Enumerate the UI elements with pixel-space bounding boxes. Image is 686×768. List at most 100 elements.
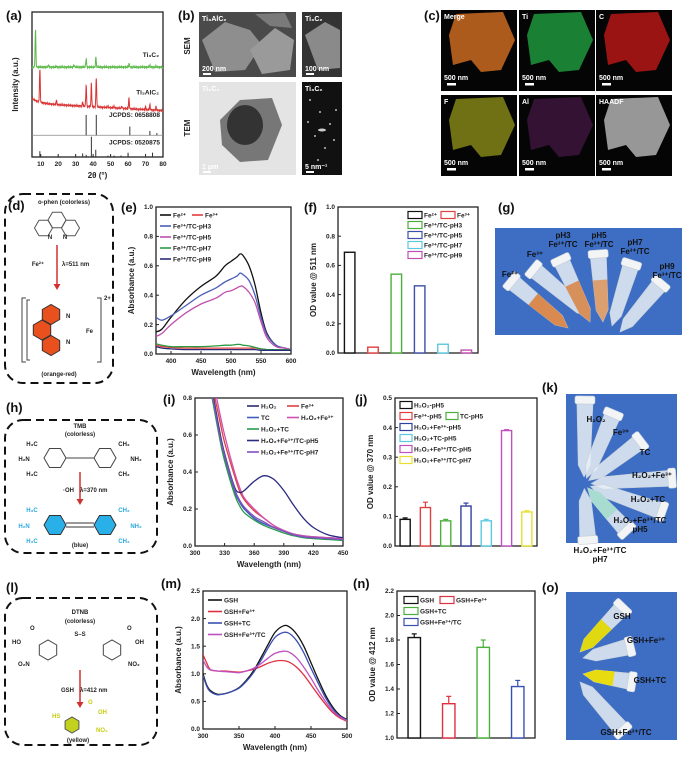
benzene-ring [43, 448, 67, 468]
photo-k [566, 394, 677, 545]
bar [521, 511, 533, 547]
legend-entry: Fe³⁺/TC-pH5 [160, 234, 211, 241]
y-tick-label: 0.4 [383, 425, 392, 432]
benzene-ring [93, 448, 117, 468]
legend-swatch [403, 617, 419, 627]
sample-tube [587, 487, 637, 540]
x-tick-label: 30 [72, 161, 80, 168]
chart-e-absorbance: 0.0 0.2 0.4 0.6 0.8 1.0 400 450 500 550 600 Wavelen… [127, 204, 297, 377]
series-line [203, 624, 347, 721]
scale-bar [306, 171, 314, 173]
tube-label: H₂O₂+TC [630, 495, 666, 504]
legend-entry: Fe³⁺ [440, 210, 471, 220]
substituent-label: HS [52, 714, 60, 720]
eds-label: F [444, 99, 449, 106]
legend-label: Fe³⁺ [301, 403, 315, 410]
tube-label: H₂O₂+Fe³⁺/TC pH7 [573, 546, 627, 564]
tube-label: Fe³⁺ [526, 250, 544, 259]
scheme-border [4, 193, 114, 384]
substituent-label: NO₂ [96, 728, 108, 734]
bar [460, 505, 472, 547]
legend: GSH GSH+Fe³⁺ GSH+TC GSH+Fe³⁺/TC [208, 597, 266, 639]
scale-bar [602, 83, 611, 86]
y-tick-label: 0.3 [383, 454, 392, 461]
legend-label: H₂O₂-pH5 [414, 402, 444, 409]
scale-bar-label: 5 nm⁻¹ [305, 164, 328, 171]
chart-m-absorbance: 0.0 0.5 1.0 1.5 2.0 2.5 300 350 400 450 500 Wavelen… [174, 588, 353, 752]
y-tick-label: 0.8 [183, 395, 192, 402]
micrograph: Ti₃C₂ 5 nm⁻¹ [302, 82, 342, 175]
legend-swatch [407, 210, 423, 220]
tube-label: GSH+TC [633, 676, 667, 685]
y-axis-label: OD value @ 412 nm [368, 627, 377, 702]
y-tick-label: 0.0 [144, 351, 153, 358]
reagent-label: Fe²⁺ [32, 261, 44, 268]
tube-cap [613, 598, 633, 617]
panel-label-g: (g) [498, 200, 515, 215]
y-tick-label: 0.0 [326, 350, 335, 357]
x-tick-label: 500 [226, 358, 237, 365]
panel-label-k: (k) [542, 380, 558, 395]
legend-label: H₂O₂+Fe³⁺/TC-pH5 [414, 446, 472, 453]
tube-label: Fe²⁺ [501, 270, 519, 279]
wavelength-label: λ=370 nm [80, 488, 108, 494]
eds-map-c: C 500 nm [596, 10, 672, 91]
substituent-label: H₂N [18, 524, 29, 530]
reagent-label: GSH [61, 688, 74, 694]
y-tick-label: 0.0 [183, 543, 192, 550]
micrograph-label: Ti₃C₂ [202, 86, 220, 93]
substituent-label: OH [135, 640, 144, 646]
legend-swatch [440, 210, 456, 220]
bracket [21, 297, 102, 363]
bar [500, 429, 513, 547]
y-tick-label: 2.0 [191, 616, 200, 623]
panel-label-m: (m) [161, 576, 181, 591]
scheme-tmb: TMB (colorless) H₃C H₂N H₃C CH₃ NH₂ CH₃ ·OH λ=370… [4, 419, 158, 554]
y-tick-label: 1.0 [326, 204, 335, 211]
legend-swatch [403, 606, 419, 616]
substituent-label: NO₂ [128, 662, 140, 668]
y-axis-label: OD value @ 370 nm [366, 435, 375, 510]
series-line [156, 343, 291, 351]
sample-tube [609, 257, 642, 327]
y-tick-label: 2.2 [385, 588, 394, 595]
legend-entry: H₂O₂+Fe³⁺/TC-pH5 [247, 438, 319, 445]
tube-cap [502, 271, 521, 292]
tube-label: H₂O₂ [586, 415, 606, 424]
panel-label-j: (j) [355, 392, 367, 407]
nitrogen-label: N [66, 340, 70, 346]
y-axis-label: Intensity (a.u.) [11, 57, 20, 112]
x-axis-label: Wavelength (nm) [191, 368, 255, 377]
x-tick-label: 400 [166, 358, 177, 365]
legend-entry: Fe³⁺ [287, 403, 315, 410]
y-tick-label: 0.2 [326, 321, 335, 328]
x-tick-label: 80 [159, 161, 167, 168]
legend: GSH GSH+Fe³⁺ GSH+TC GSH+Fe³⁺/TC [403, 595, 488, 627]
bar [390, 273, 403, 354]
reference-label: JCPDS: 0520875 [109, 140, 160, 147]
scale-bar-label: 500 nm [599, 160, 623, 167]
chart-j-od370: 0.0 0.1 0.2 0.3 0.4 0.5 OD value @ 370 nm [366, 395, 538, 550]
substituent-label: O [30, 626, 35, 632]
series-line [216, 398, 343, 540]
plot-frame [337, 206, 479, 354]
tube-liquid [565, 280, 591, 322]
tube-liquid [528, 293, 568, 328]
sample-tube [502, 271, 569, 329]
x-tick-label: 400 [270, 733, 281, 740]
scale-bar [525, 168, 534, 171]
sample-tube [619, 274, 671, 333]
series-line [211, 398, 343, 542]
legend-swatch [445, 411, 459, 421]
legend-label: GSH [224, 597, 238, 604]
y-tick-label: 2.5 [191, 588, 200, 595]
x-tick-label: 390 [278, 550, 289, 557]
y-tick-label: 0.6 [183, 432, 192, 439]
plot-frame [31, 11, 164, 158]
y-axis-label: Absorbance (a.u.) [127, 246, 136, 314]
panel-label-f: (f) [304, 200, 317, 215]
series-line [203, 650, 347, 722]
legend-label: TC-pH5 [460, 413, 483, 420]
x-tick-label: 70 [142, 161, 150, 168]
arrow-head-icon [76, 499, 84, 505]
